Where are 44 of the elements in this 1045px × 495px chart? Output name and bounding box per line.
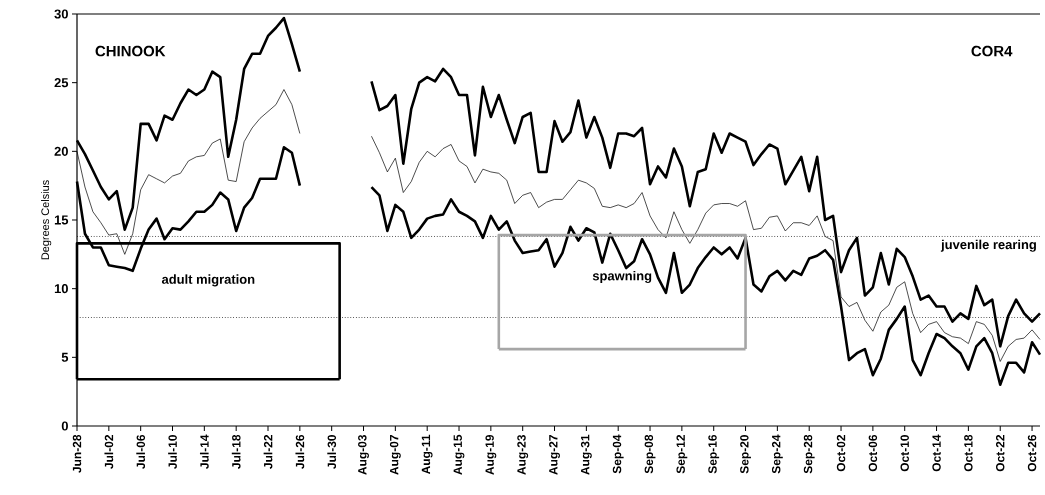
x-tick-label: Sep-28 xyxy=(803,434,815,474)
annotation: CHINOOK xyxy=(95,45,166,57)
x-tick-label: Aug-03 xyxy=(358,434,369,475)
y-tick-label: 30 xyxy=(54,9,68,19)
x-tick-label: Sep-24 xyxy=(771,434,783,474)
x-tick-label: Oct-14 xyxy=(932,434,941,472)
x-tick-label: Oct-02 xyxy=(836,435,846,472)
x-tick-label: Jul-14 xyxy=(199,434,209,469)
x-tick-label: Jul-22 xyxy=(263,435,273,469)
x-tick-label: Aug-27 xyxy=(549,435,560,475)
y-tick-label: 0 xyxy=(61,421,68,431)
x-tick-label: Sep-20 xyxy=(740,435,751,474)
y-tick-label: 25 xyxy=(54,78,69,88)
y-tick-label: 15 xyxy=(54,215,69,225)
x-tick-label: Jul-10 xyxy=(168,435,177,469)
y-tick-label: 10 xyxy=(54,284,68,294)
x-tick-label: Sep-16 xyxy=(708,434,720,474)
annotation: COR4 xyxy=(971,45,1013,57)
text: adult migration xyxy=(161,274,255,287)
ref-line-label: juvenile rearing xyxy=(940,239,1036,252)
x-tick-label: Jul-30 xyxy=(327,435,337,469)
x-tick-label: Oct-06 xyxy=(868,434,878,472)
x-tick-label: Oct-18 xyxy=(964,434,973,472)
x-tick-label: Sep-12 xyxy=(676,435,688,474)
x-tick-label: Jul-02 xyxy=(104,435,114,469)
x-tick-label: Oct-10 xyxy=(900,435,909,472)
y-tick-label: 20 xyxy=(54,146,68,156)
text: spawning xyxy=(592,270,652,284)
x-tick-label: Oct-22 xyxy=(995,435,1005,472)
x-tick-label: Aug-19 xyxy=(485,434,497,475)
x-tick-label: Aug-07 xyxy=(389,435,401,475)
x-tick-label: Aug-15 xyxy=(453,434,465,475)
x-tick-label: Sep-08 xyxy=(644,434,656,474)
x-tick-label: Jul-26 xyxy=(295,434,305,469)
y-axis-title: Degrees Celsius xyxy=(41,180,52,260)
x-tick-label: Aug-11 xyxy=(421,434,433,475)
x-tick-label: Oct-26 xyxy=(1027,434,1037,472)
x-tick-label: Jul-06 xyxy=(136,434,146,469)
y-tick-label: 5 xyxy=(61,352,69,362)
x-tick-label: Jul-18 xyxy=(231,434,241,469)
x-tick-label: Sep-04 xyxy=(612,434,624,474)
x-tick-label: Jun-28 xyxy=(72,434,82,473)
x-tick-label: Aug-23 xyxy=(517,434,529,475)
x-tick-label: Aug-31 xyxy=(580,434,592,475)
